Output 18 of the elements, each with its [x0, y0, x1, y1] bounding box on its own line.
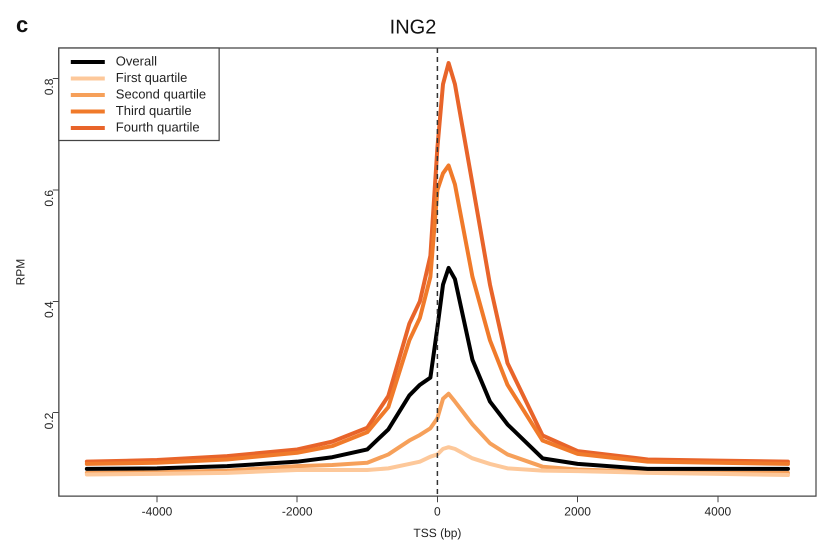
y-axis-title: RPM: [14, 258, 28, 286]
y-tick-label: 0.2: [42, 412, 56, 430]
x-tick-label: 2000: [564, 504, 592, 519]
x-tick-label: 4000: [704, 504, 732, 519]
legend-label: Overall: [116, 54, 158, 69]
y-tick-label: 0.4: [42, 301, 56, 318]
x-tick-label: 0: [434, 504, 442, 519]
legend-label: First quartile: [116, 70, 188, 86]
y-tick-label: 0.8: [42, 78, 56, 96]
x-tick-label: -4000: [142, 504, 173, 519]
legend-label: Second quartile: [116, 86, 206, 102]
x-tick-label: -2000: [282, 504, 313, 519]
legend-label: Fourth quartile: [116, 120, 200, 135]
x-axis-title: TSS (bp): [413, 526, 462, 540]
legend-label: Third quartile: [116, 103, 192, 118]
y-tick-label: 0.6: [42, 190, 56, 207]
text: c: [16, 12, 28, 37]
chart-title: ING2: [390, 16, 436, 39]
